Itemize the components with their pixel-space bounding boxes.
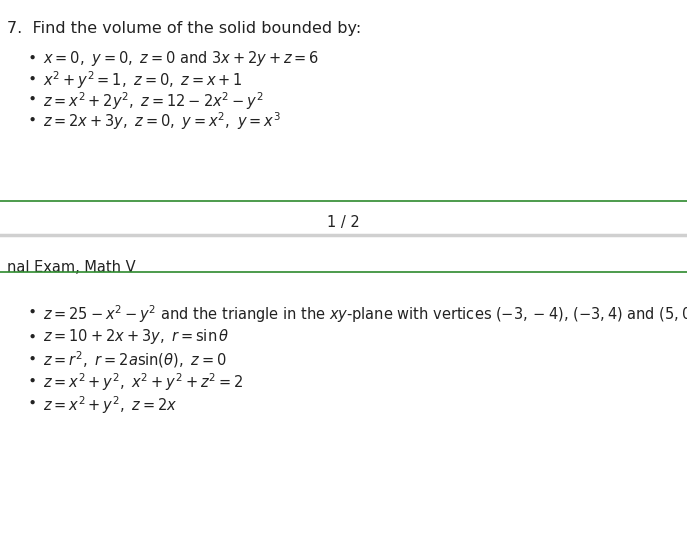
Text: $\bullet$: $\bullet$ (27, 110, 36, 126)
Text: nal Exam, Math V: nal Exam, Math V (7, 260, 135, 275)
Text: $\bullet$: $\bullet$ (27, 327, 36, 342)
Text: $z = 25 - x^2 - y^2$ and the triangle in the $xy$-plane with vertices $(-3,-4)$,: $z = 25 - x^2 - y^2$ and the triangle in… (43, 303, 687, 325)
Text: $z = 2x + 3y,\ z = 0,\ y = x^2,\ y = x^3$: $z = 2x + 3y,\ z = 0,\ y = x^2,\ y = x^3… (43, 110, 280, 132)
Text: 1 / 2: 1 / 2 (327, 215, 360, 230)
Text: $\bullet$: $\bullet$ (27, 49, 36, 64)
Text: $z = x^2 + y^2,\ x^2 + y^2 + z^2 = 2$: $z = x^2 + y^2,\ x^2 + y^2 + z^2 = 2$ (43, 372, 243, 393)
Text: $z = r^2,\ r = 2a\sin(\theta),\ z = 0$: $z = r^2,\ r = 2a\sin(\theta),\ z = 0$ (43, 349, 226, 370)
Text: $x = 0,\ y = 0,\ z = 0$ and $3x + 2y + z = 6$: $x = 0,\ y = 0,\ z = 0$ and $3x + 2y + z… (43, 49, 319, 68)
Text: $\bullet$: $\bullet$ (27, 69, 36, 84)
Text: 7.  Find the volume of the solid bounded by:: 7. Find the volume of the solid bounded … (7, 21, 361, 36)
Text: $\bullet$: $\bullet$ (27, 90, 36, 105)
Text: $z = x^2 + 2y^2,\ z = 12 - 2x^2 - y^2$: $z = x^2 + 2y^2,\ z = 12 - 2x^2 - y^2$ (43, 90, 263, 111)
Text: $\bullet$: $\bullet$ (27, 372, 36, 387)
Text: $\bullet$: $\bullet$ (27, 349, 36, 365)
Text: $z = x^2 + y^2,\ z = 2x$: $z = x^2 + y^2,\ z = 2x$ (43, 394, 177, 415)
Text: $\bullet$: $\bullet$ (27, 303, 36, 318)
Text: $z = 10 + 2x + 3y,\ r = \sin\theta$: $z = 10 + 2x + 3y,\ r = \sin\theta$ (43, 327, 229, 346)
Text: $x^2 + y^2 = 1,\ z = 0,\ z = x + 1$: $x^2 + y^2 = 1,\ z = 0,\ z = x + 1$ (43, 69, 243, 91)
Text: $\bullet$: $\bullet$ (27, 394, 36, 409)
